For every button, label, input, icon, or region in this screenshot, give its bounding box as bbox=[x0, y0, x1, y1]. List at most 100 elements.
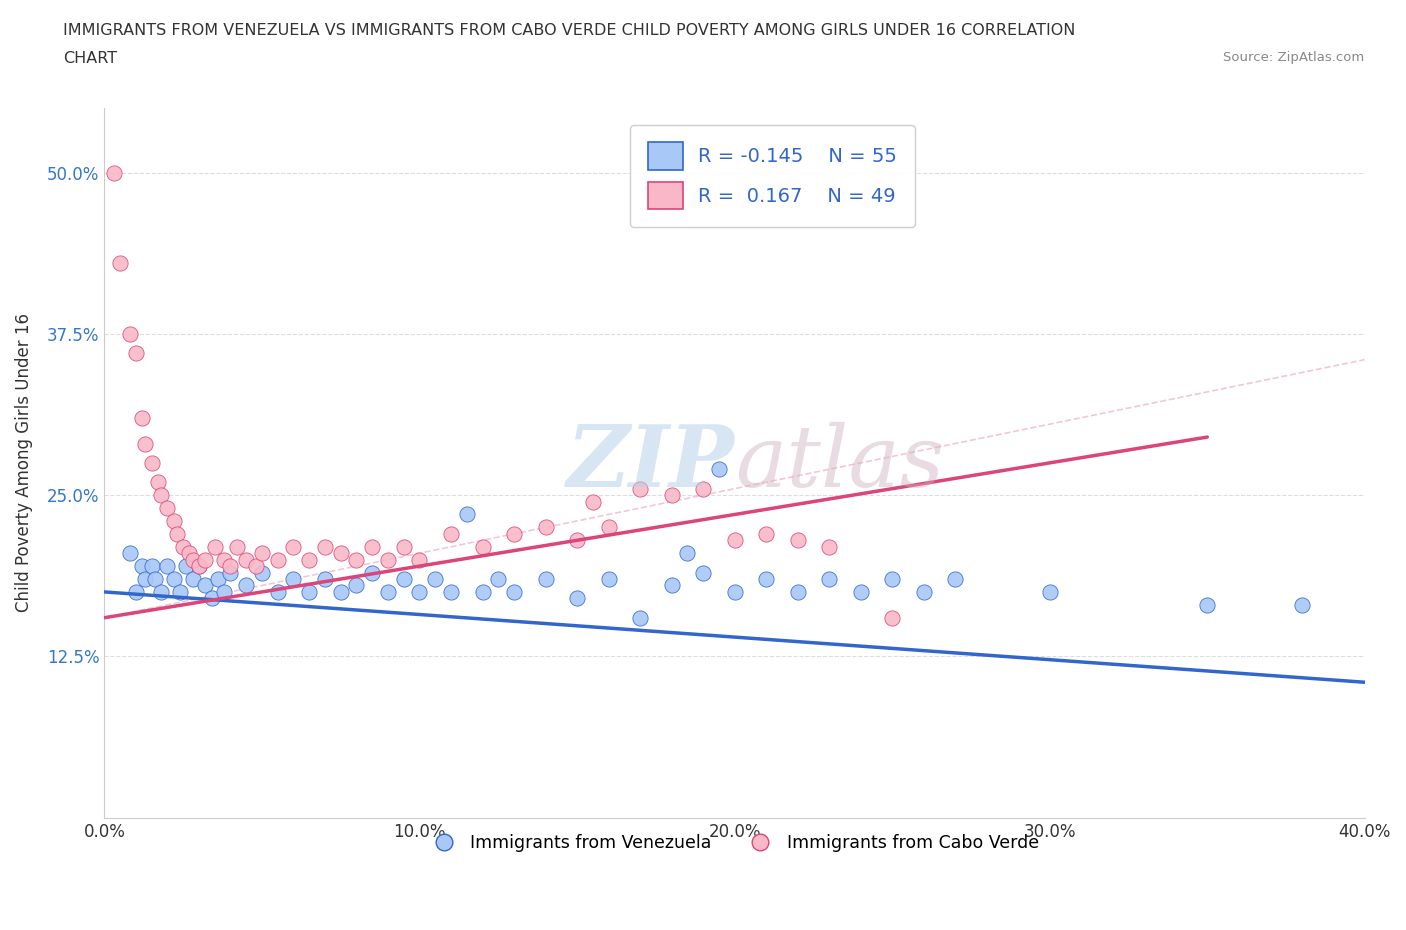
Point bbox=[141, 456, 163, 471]
Point bbox=[194, 552, 217, 567]
Point bbox=[267, 584, 290, 599]
Point bbox=[707, 462, 730, 477]
Point bbox=[346, 578, 368, 593]
Point bbox=[818, 539, 841, 554]
Point bbox=[1039, 584, 1062, 599]
Point bbox=[169, 584, 191, 599]
Point bbox=[219, 565, 242, 580]
Point bbox=[125, 346, 148, 361]
Point bbox=[166, 526, 188, 541]
Point bbox=[377, 584, 399, 599]
Point bbox=[225, 539, 247, 554]
Point bbox=[146, 475, 169, 490]
Point bbox=[456, 507, 478, 522]
Point bbox=[187, 559, 209, 574]
Point bbox=[692, 481, 714, 496]
Point bbox=[200, 591, 222, 605]
Point bbox=[181, 572, 204, 587]
Point bbox=[134, 436, 156, 451]
Point bbox=[245, 559, 267, 574]
Point bbox=[179, 546, 201, 561]
Text: atlas: atlas bbox=[734, 421, 943, 504]
Point bbox=[283, 572, 305, 587]
Point bbox=[131, 410, 153, 425]
Point bbox=[212, 552, 235, 567]
Point bbox=[329, 546, 352, 561]
Point bbox=[628, 610, 651, 625]
Point bbox=[565, 533, 588, 548]
Text: ZIP: ZIP bbox=[567, 421, 734, 505]
Point bbox=[361, 539, 384, 554]
Point bbox=[219, 559, 242, 574]
Point bbox=[250, 546, 273, 561]
Point bbox=[661, 578, 683, 593]
Point bbox=[723, 533, 745, 548]
Point bbox=[425, 572, 447, 587]
Text: IMMIGRANTS FROM VENEZUELA VS IMMIGRANTS FROM CABO VERDE CHILD POVERTY AMONG GIRL: IMMIGRANTS FROM VENEZUELA VS IMMIGRANTS … bbox=[63, 23, 1076, 38]
Point bbox=[943, 572, 966, 587]
Point bbox=[786, 533, 808, 548]
Point bbox=[408, 552, 430, 567]
Point bbox=[172, 539, 194, 554]
Point bbox=[486, 572, 509, 587]
Point bbox=[181, 552, 204, 567]
Point bbox=[628, 481, 651, 496]
Point bbox=[118, 326, 141, 341]
Point bbox=[565, 591, 588, 605]
Point bbox=[150, 584, 173, 599]
Point bbox=[283, 539, 305, 554]
Point bbox=[849, 584, 872, 599]
Point bbox=[314, 539, 336, 554]
Point bbox=[598, 572, 620, 587]
Legend: Immigrants from Venezuela, Immigrants from Cabo Verde: Immigrants from Venezuela, Immigrants fr… bbox=[423, 827, 1046, 858]
Point bbox=[314, 572, 336, 587]
Point bbox=[361, 565, 384, 580]
Point bbox=[392, 539, 415, 554]
Text: Source: ZipAtlas.com: Source: ZipAtlas.com bbox=[1223, 51, 1364, 64]
Point bbox=[723, 584, 745, 599]
Point bbox=[471, 539, 494, 554]
Point bbox=[163, 513, 186, 528]
Point bbox=[329, 584, 352, 599]
Point bbox=[103, 166, 125, 180]
Point bbox=[207, 572, 229, 587]
Point bbox=[1197, 597, 1219, 612]
Point bbox=[661, 487, 683, 502]
Point bbox=[440, 584, 463, 599]
Point bbox=[156, 559, 179, 574]
Point bbox=[141, 559, 163, 574]
Point bbox=[235, 578, 257, 593]
Point bbox=[503, 526, 526, 541]
Point bbox=[912, 584, 935, 599]
Point bbox=[882, 572, 904, 587]
Point bbox=[471, 584, 494, 599]
Point bbox=[755, 526, 778, 541]
Point bbox=[598, 520, 620, 535]
Point bbox=[818, 572, 841, 587]
Point bbox=[143, 572, 166, 587]
Point bbox=[118, 546, 141, 561]
Point bbox=[125, 584, 148, 599]
Point bbox=[534, 520, 557, 535]
Point bbox=[134, 572, 156, 587]
Point bbox=[692, 565, 714, 580]
Point bbox=[204, 539, 226, 554]
Point bbox=[755, 572, 778, 587]
Point bbox=[582, 494, 605, 509]
Point bbox=[298, 552, 321, 567]
Point bbox=[676, 546, 699, 561]
Point bbox=[250, 565, 273, 580]
Point bbox=[392, 572, 415, 587]
Point bbox=[108, 256, 131, 271]
Point bbox=[156, 500, 179, 515]
Point bbox=[408, 584, 430, 599]
Point bbox=[131, 559, 153, 574]
Point bbox=[1291, 597, 1313, 612]
Point bbox=[440, 526, 463, 541]
Point bbox=[212, 584, 235, 599]
Point bbox=[377, 552, 399, 567]
Point bbox=[267, 552, 290, 567]
Point bbox=[163, 572, 186, 587]
Point bbox=[187, 559, 209, 574]
Point bbox=[176, 559, 198, 574]
